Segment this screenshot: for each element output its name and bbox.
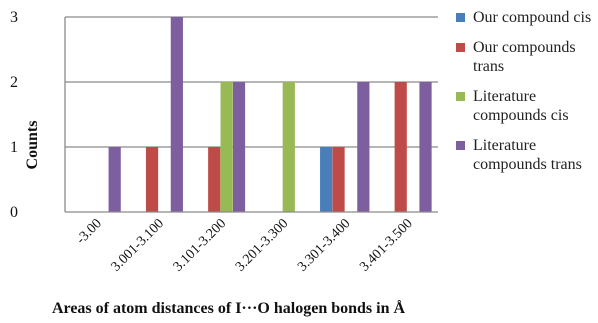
legend-item: Literature compounds trans	[453, 136, 598, 174]
legend-swatch	[456, 13, 465, 22]
legend: Our compound cis Our compounds trans Lit…	[453, 8, 598, 185]
bar	[208, 147, 221, 212]
bars	[108, 17, 432, 212]
bar	[220, 82, 233, 212]
x-tick-labels: -3.00 3.001-3.100 3.101-3.200 3.201-3.300 3.…	[74, 216, 416, 274]
legend-label: Literature compounds cis	[473, 88, 569, 124]
bar	[357, 82, 370, 212]
legend-swatch	[456, 43, 465, 52]
legend-item: Our compounds trans	[453, 38, 598, 76]
bar	[282, 82, 295, 212]
bar	[108, 147, 121, 212]
x-tick-label: 3.401-3.500	[357, 216, 415, 274]
legend-label: Our compound cis	[473, 9, 592, 26]
x-axis	[64, 17, 438, 213]
bar	[394, 82, 407, 212]
y-tick-label: 1	[10, 139, 18, 156]
bar	[170, 17, 183, 212]
bar	[232, 82, 246, 212]
y-axis-label: Counts	[24, 120, 41, 170]
y-tick-labels: 0 1 2 3	[10, 9, 18, 221]
x-tick-label: 3.301-3.400	[295, 216, 353, 274]
y-tick-label: 2	[10, 74, 18, 91]
legend-item: Literature compounds cis	[453, 87, 598, 125]
bar	[419, 82, 432, 212]
gridlines	[65, 16, 438, 148]
legend-swatch	[456, 141, 465, 150]
legend-item: Our compound cis	[453, 8, 598, 27]
x-tick-label: 3.101-3.200	[171, 216, 229, 274]
x-tick-label: 3.201-3.300	[233, 216, 291, 274]
bar	[332, 147, 345, 212]
x-tick-label: -3.00	[74, 216, 105, 247]
x-tick-label: 3.001-3.100	[109, 216, 167, 274]
bar	[145, 147, 159, 212]
bar	[320, 147, 333, 212]
y-tick-label: 3	[10, 9, 18, 26]
y-tick-label: 0	[10, 204, 18, 221]
x-axis-label: Areas of atom distances of I···O halogen…	[51, 300, 406, 317]
legend-label: Literature compounds trans	[473, 137, 582, 173]
legend-swatch	[456, 92, 465, 101]
legend-label: Our compounds trans	[473, 39, 576, 75]
